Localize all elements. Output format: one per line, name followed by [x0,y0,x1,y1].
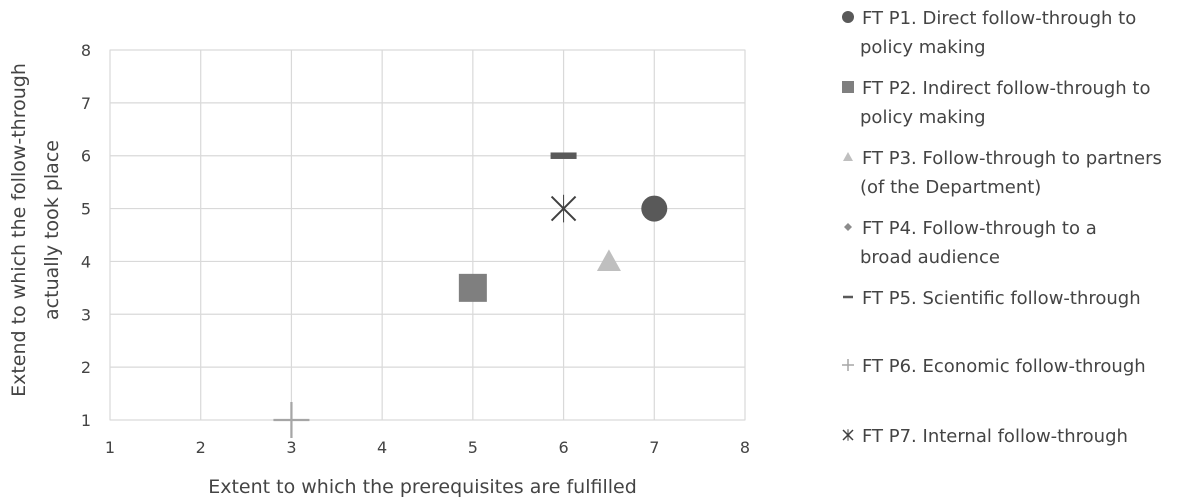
y-tick-label: 1 [81,411,91,430]
triangle-marker [843,152,853,161]
legend-label: policy making [860,107,986,128]
legend-item: FT P2. Indirect follow-through to policy … [860,78,1151,128]
legend-label: FT P3. Follow-through to partners [862,148,1162,169]
legend-label: FT P4. Follow-through to a [862,218,1097,239]
y-tick-label: 7 [81,94,91,113]
circle-marker [641,195,668,222]
legend-label: FT P1. Direct follow-through to [862,8,1136,29]
legend-label: broad audience [860,247,1000,268]
legend-item: FT P5. Scientific follow-through [862,288,1141,309]
x-tick-label: 5 [468,438,478,457]
legend-item: FT P6. Economic follow-through [862,356,1146,377]
legend-label: FT P6. Economic follow-through [862,356,1146,377]
y-axis-title-line: Extend to which the follow-through [8,63,30,397]
legend-label: FT P5. Scientific follow-through [862,288,1141,309]
dash-marker [550,152,577,159]
legend-label: policy making [860,37,986,58]
y-axis-title-line: actually took place [41,140,63,320]
square-marker [458,273,487,302]
plot-area [109,49,746,421]
legend-item: FT P1. Direct follow-through to policy ma… [860,8,1136,58]
legend-item: FT P7. Internal follow-through [862,426,1128,447]
circle-marker [842,11,854,23]
triangle-marker [596,249,621,272]
legend-marker [842,81,854,93]
legend-label: FT P2. Indirect follow-through to [862,78,1151,99]
legend-marker [842,359,854,371]
x-tick-label: 8 [740,438,750,457]
square-marker [842,81,854,93]
x-tick-label: 1 [105,438,115,457]
y-tick-label: 6 [81,147,91,166]
y-tick-label: 5 [81,200,91,219]
data-point [273,402,310,438]
data-point [596,249,621,272]
legend-marker [842,11,854,23]
x-tick-label: 6 [558,438,568,457]
diamond-marker [844,223,852,231]
data-point [550,194,577,223]
data-point [458,273,487,302]
x-axis-title: Extent to which the prerequisites are fu… [208,476,637,498]
legend-label: FT P7. Internal follow-through [862,426,1128,447]
legend-marker [842,429,854,441]
legend-marker [844,223,852,231]
x-tick-label: 3 [286,438,296,457]
data-point [641,195,668,222]
x-tick-label: 4 [377,438,387,457]
y-tick-label: 8 [81,41,91,60]
x-tick-label: 7 [649,438,659,457]
legend-label: (of the Department) [860,177,1041,198]
y-tick-label: 3 [81,305,91,324]
dash-marker [843,295,853,299]
x-tick-label: 2 [196,438,206,457]
y-tick-label: 2 [81,358,91,377]
legend-marker [843,152,853,161]
legend-item: FT P3. Follow-through to partners (of the… [860,148,1162,198]
y-tick-label: 4 [81,252,91,271]
legend-marker [843,295,853,299]
legend-item: FT P4. Follow-through to a broad audience [860,218,1097,268]
data-point [550,152,577,159]
